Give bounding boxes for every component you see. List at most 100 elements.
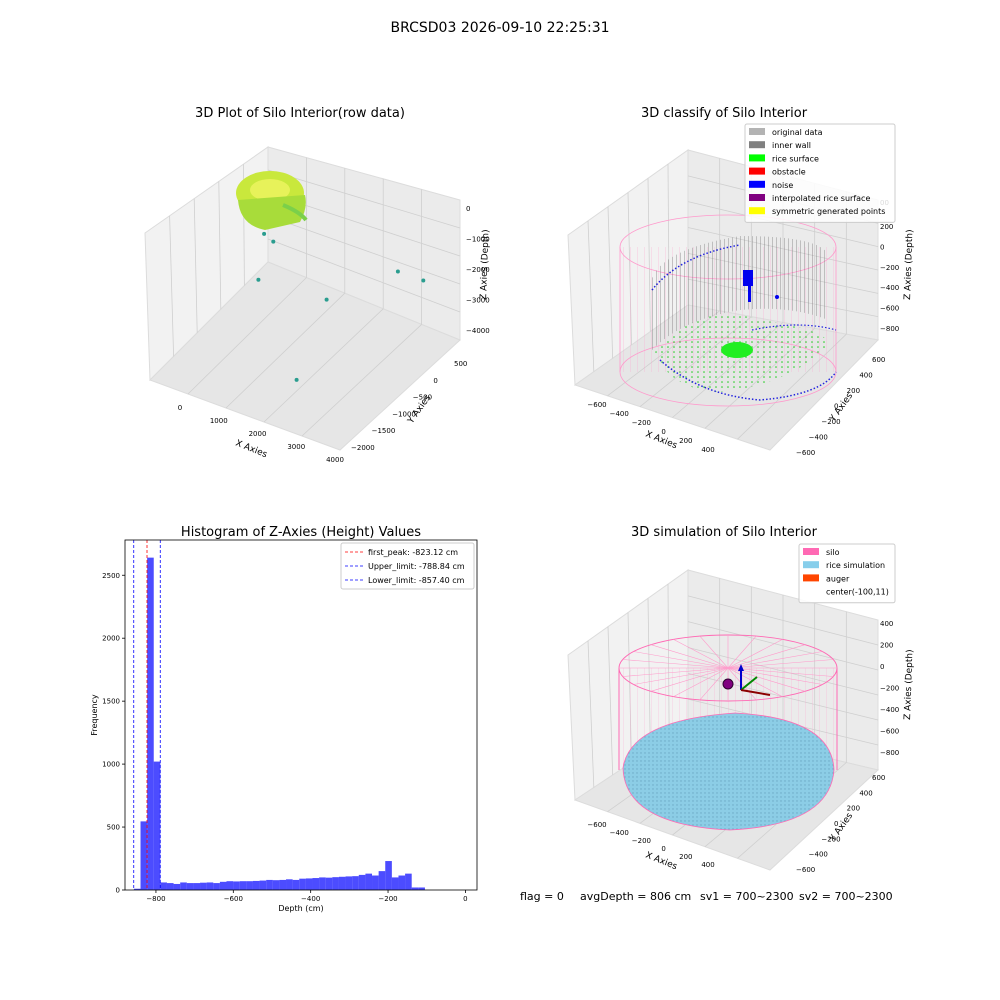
classify-y-tick-label: 600	[872, 356, 885, 364]
sim-y-tick-label: −200	[821, 835, 840, 843]
hist-legend: first_peak: -823.12 cm Upper_limit: -788.…	[340, 542, 475, 590]
hist-bar	[166, 883, 174, 890]
sim-y-tick-label: −400	[809, 851, 828, 859]
grid-line	[687, 595, 879, 646]
hist-bar	[378, 871, 386, 890]
hist-y-tick-label: 1000	[102, 761, 120, 769]
classify-x-tick-label: −600	[587, 401, 606, 409]
sim-z-tick-label: 400	[880, 620, 893, 628]
legend-swatch	[803, 548, 819, 555]
legend-frame	[340, 542, 475, 590]
silo-spoke	[699, 667, 729, 701]
hist-bar	[319, 877, 326, 890]
hist-bar	[299, 878, 306, 890]
hist-bar	[160, 882, 167, 890]
classify-x-tick-label: −200	[632, 419, 651, 427]
legend-label: interpolated rice surface	[772, 194, 870, 203]
hist-bar	[405, 873, 412, 890]
sim-z-tick-label: −800	[880, 749, 899, 757]
hist-bar	[286, 879, 293, 890]
legend-frame	[744, 123, 896, 223]
hist-bar	[133, 888, 141, 890]
legend-swatch	[803, 561, 819, 569]
grid-line	[587, 640, 595, 788]
hist-bar	[338, 876, 346, 890]
hist-bar	[246, 881, 253, 890]
hist-bar	[352, 876, 359, 890]
raw-outlier-point	[395, 269, 400, 274]
classify-y-tick-label: −600	[796, 449, 815, 457]
hist-bar	[140, 821, 148, 890]
silo-spoke	[622, 667, 729, 677]
classify-x-tick-label: 200	[679, 437, 692, 445]
hist-bar	[272, 880, 280, 890]
classify-z-tick-label: −600	[880, 305, 899, 313]
hist-bar	[153, 761, 161, 890]
panel-simulation: 3D simulation of Silo Interior −600−400−…	[567, 525, 915, 874]
legend-label: center(-100,11)	[826, 588, 889, 597]
status-line: flag = 0 avgDepth = 806 cm sv1 = 700~230…	[520, 890, 893, 903]
status-sv2: sv2 = 700~2300	[799, 890, 893, 903]
silo-spoke	[727, 635, 757, 669]
legend-label: Lower_limit: -857.40 cm	[368, 576, 465, 585]
hist-bar	[305, 878, 313, 890]
silo-spoke	[727, 667, 757, 701]
legend-swatch	[749, 128, 765, 135]
sim-x-tick-label: 200	[679, 853, 692, 861]
legend-label: silo	[826, 548, 840, 557]
hist-y-tick-label: 500	[107, 824, 120, 832]
sim-xlabel: X Axies	[644, 851, 679, 873]
silo-spoke	[727, 659, 834, 669]
sim-z-tick-label: 0	[880, 663, 884, 671]
classify-z-tick-label: −800	[880, 325, 899, 333]
raw-zlabel: Z Axies (Depth)	[479, 229, 491, 300]
sim-legend: silo rice simulation auger center(-100,11)	[798, 543, 896, 604]
raw-outlier-point	[324, 297, 329, 302]
silo-spoke	[673, 667, 729, 697]
hist-bar	[193, 883, 201, 890]
grid-line	[607, 206, 614, 359]
classify-x-tick-label: 0	[661, 428, 665, 436]
classify-z-tick-label: 200	[880, 223, 893, 231]
grid-line	[187, 277, 307, 395]
grid-line	[193, 198, 198, 333]
sim-x-tick-label: 0	[661, 845, 665, 853]
sim-y-tick-label: 200	[847, 805, 860, 813]
silo-spoke	[699, 635, 729, 669]
raw-y-tick-label: 0	[433, 377, 437, 385]
classify-ylabel: Y Axies	[828, 391, 856, 424]
legend-swatch	[749, 180, 765, 188]
hist-bar	[411, 887, 419, 890]
hist-bar	[239, 881, 247, 890]
raw-y-tick-label: −2000	[351, 444, 375, 452]
raw-x-tick-label: 2000	[249, 430, 267, 438]
raw-x-tick-label: 3000	[287, 443, 305, 451]
classify-z-tick-label: −200	[880, 264, 899, 272]
classify-legend: original data inner wall rice surface obsta…	[744, 123, 896, 223]
raw-z-tick-label: 0	[466, 205, 470, 213]
legend-label: Upper_limit: -788.84 cm	[368, 562, 465, 571]
silo-spoke	[650, 644, 729, 669]
classify-y-tick-label: 400	[859, 372, 872, 380]
hist-bar	[358, 874, 366, 890]
sim-title: 3D simulation of Silo Interior	[631, 525, 818, 540]
raw-x-tick-label: 4000	[326, 456, 344, 464]
status-avg-depth: avgDepth = 806 cm	[580, 890, 691, 903]
hist-bar	[312, 878, 320, 890]
silo-spoke	[633, 651, 729, 669]
hist-y-tick-label: 1500	[102, 698, 120, 706]
raw-z-tick-label: −1000	[466, 236, 490, 244]
hist-bar	[391, 877, 399, 890]
hist-bar	[147, 557, 154, 890]
raw-outlier-point	[294, 377, 299, 382]
raw-outlier-point	[256, 277, 261, 282]
panel-classify: 3D classify of Silo Interior −600−400−	[567, 106, 915, 457]
hist-bar	[226, 881, 234, 890]
classify-x-tick-label: −400	[610, 410, 629, 418]
hist-bar	[332, 877, 339, 890]
raw-outlier-point	[262, 231, 267, 236]
raw-z-tick-label: −3000	[466, 297, 490, 305]
raw-outlier-point	[421, 278, 426, 283]
grid-line	[267, 215, 461, 285]
